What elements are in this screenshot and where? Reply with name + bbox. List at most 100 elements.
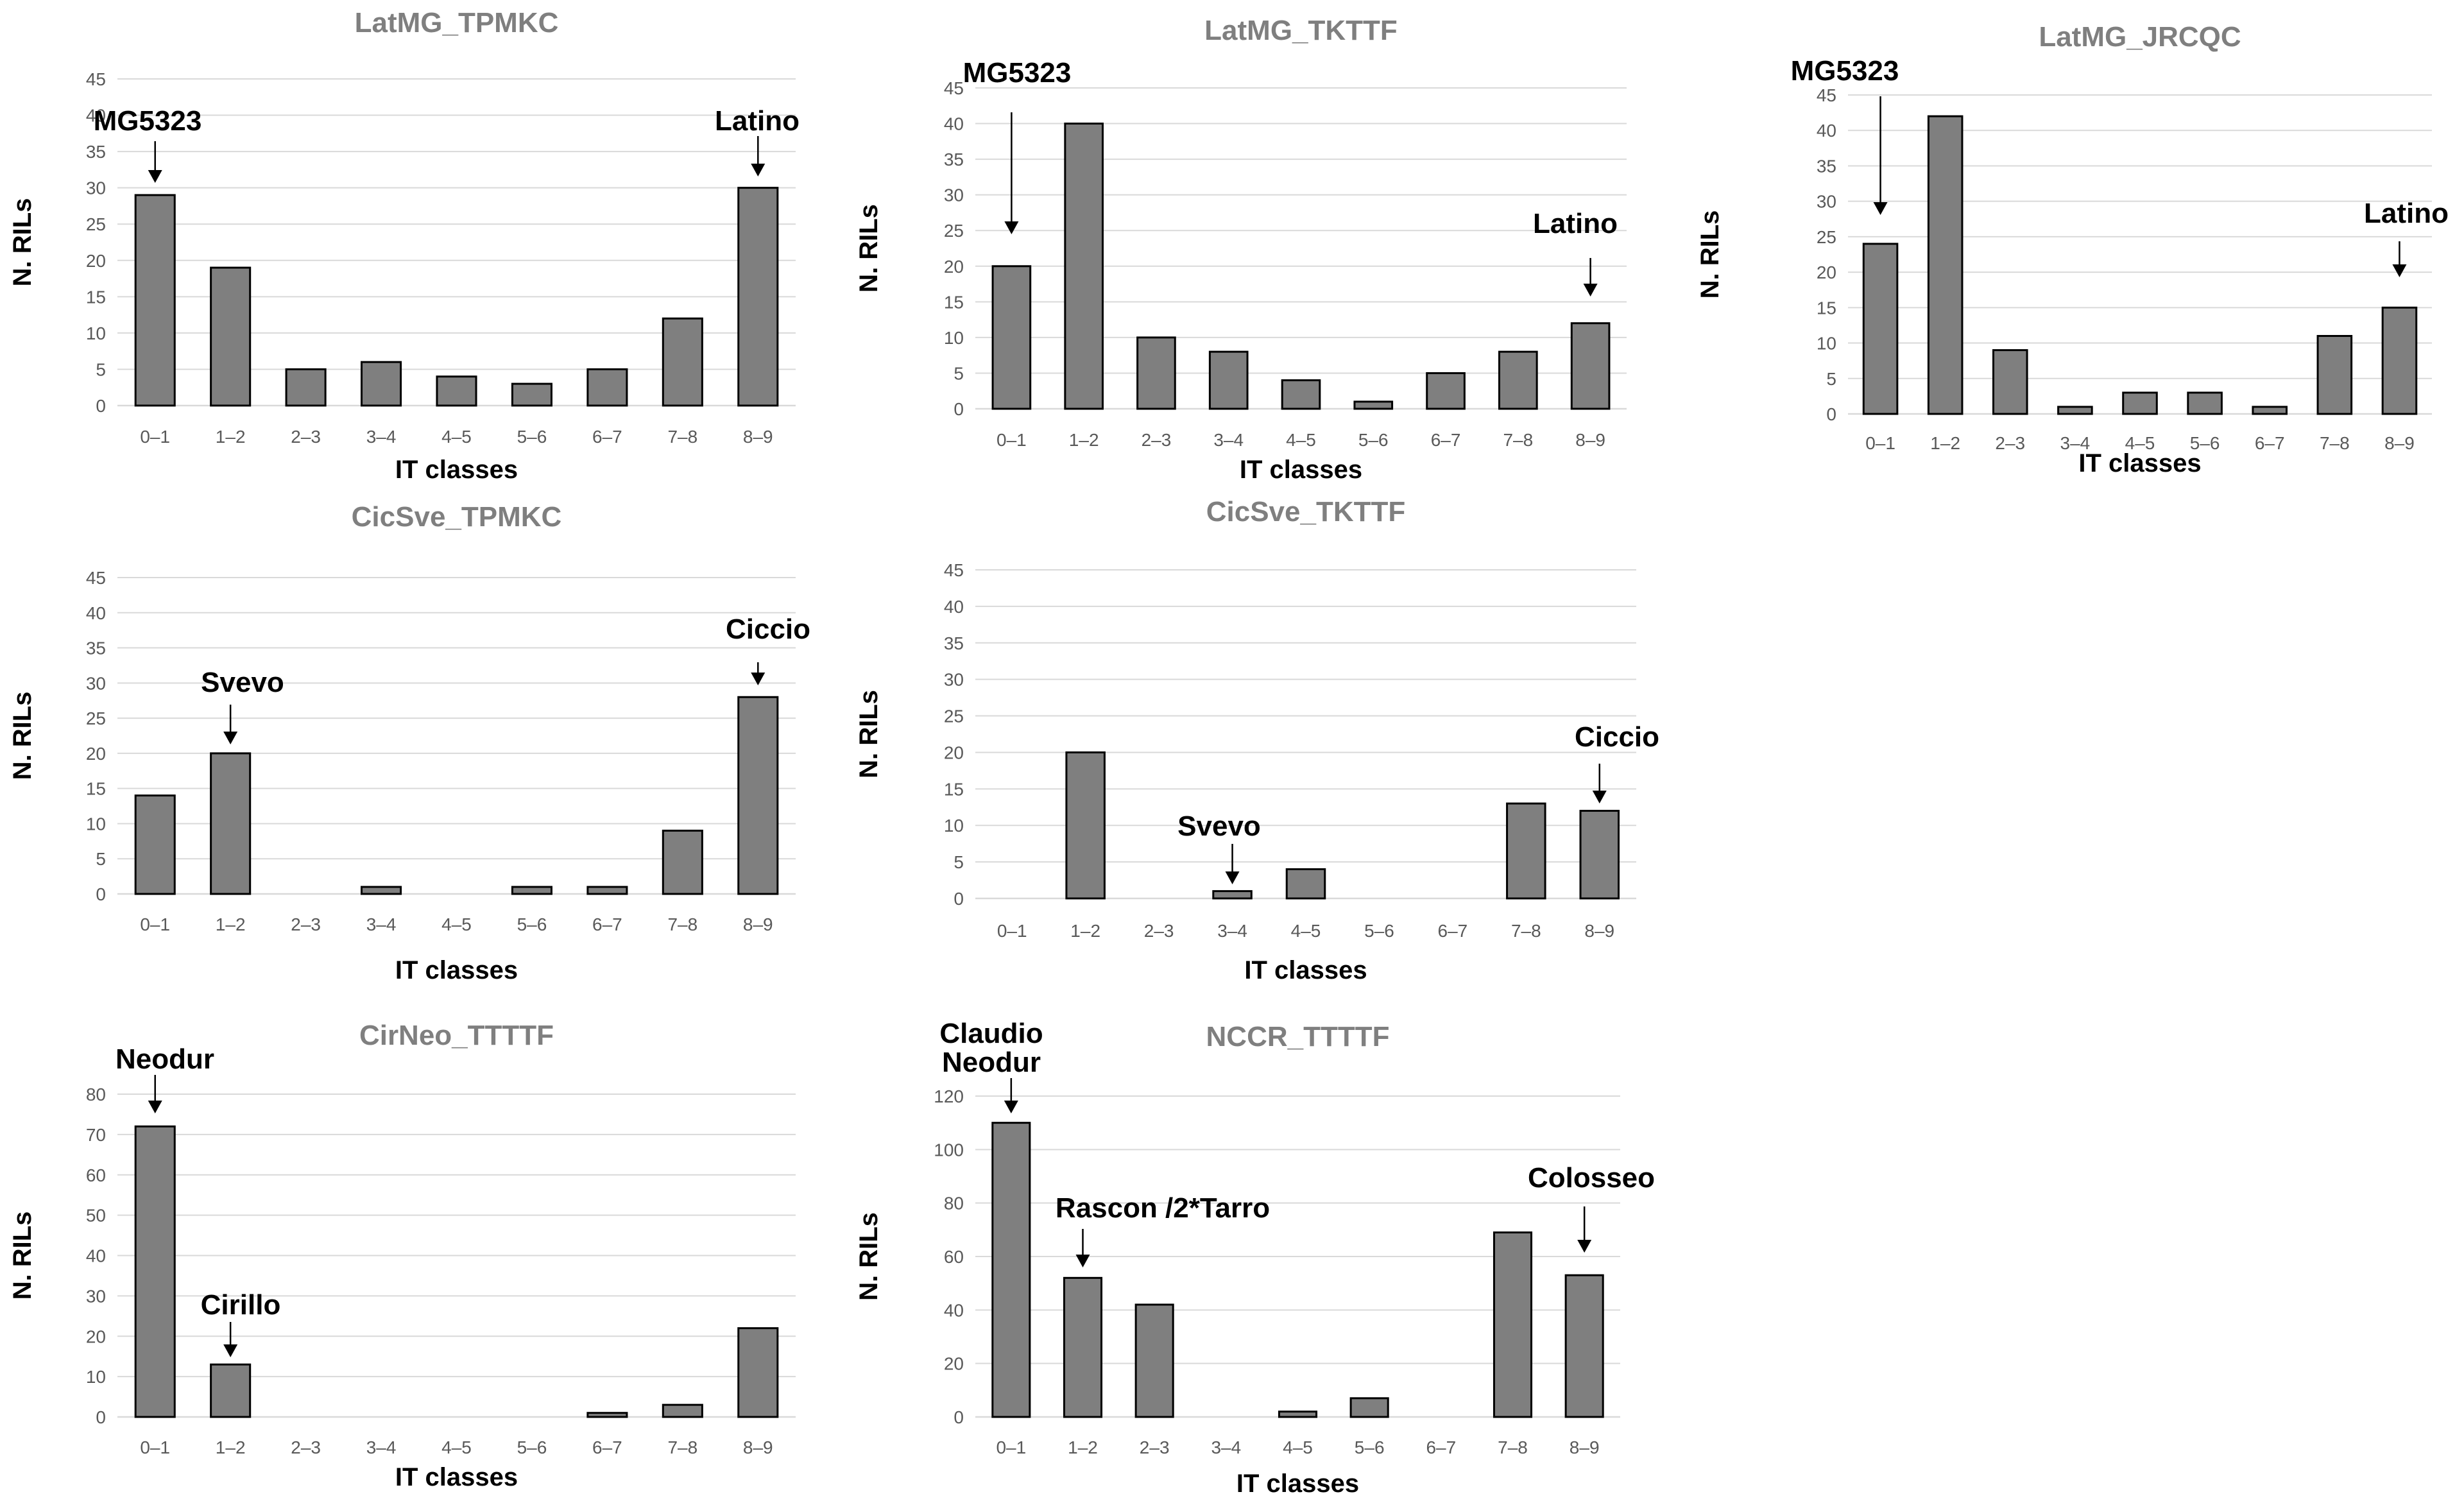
x-tick-label: 4–5 [441,427,472,447]
y-tick-label: 20 [1817,262,1836,282]
bar [210,1363,252,1418]
x-tick-label: 2–3 [1142,430,1172,450]
x-tick-label: 7–8 [667,427,697,447]
annotation-label: Neodur [116,1043,214,1075]
annotation-label: Ciccio [1575,721,1659,753]
bar [2381,306,2418,415]
arrowhead-icon [223,1344,238,1357]
x-tick-label: 5–6 [517,914,547,934]
y-tick-label: 40 [944,1300,964,1320]
x-tick-label: 1–2 [216,427,246,447]
bar [1927,115,1964,415]
y-tick-label: 5 [96,359,106,379]
arrowhead-icon [2392,264,2407,277]
y-tick-label: 15 [86,779,106,799]
bar [511,886,552,895]
y-tick-label: 20 [86,744,106,764]
chart-title: CicSve_TPMKC [352,501,562,533]
bar [1506,802,1546,900]
y-tick-label: 40 [1817,121,1836,141]
x-tick-label: 6–7 [2255,433,2285,453]
bar [210,752,252,895]
y-axis-title: N. RILs [855,204,883,293]
bar [1285,868,1326,900]
y-tick-label: 20 [86,251,106,271]
y-tick-label: 15 [86,287,106,307]
y-tick-label: 25 [1817,227,1836,247]
bar [2316,335,2353,415]
x-tick-label: 5–6 [1358,430,1389,450]
y-tick-label: 15 [1817,298,1836,318]
y-tick-label: 35 [86,142,106,162]
arrowhead-icon [1075,1255,1090,1267]
y-tick-label: 70 [86,1125,106,1145]
bar [1570,322,1611,410]
bar [737,187,779,407]
x-tick-label: 6–7 [1426,1437,1456,1457]
arrowhead-icon [751,673,766,685]
bar [1208,350,1249,410]
y-tick-label: 25 [86,708,106,728]
arrowhead-icon [1592,791,1607,803]
x-axis-title: IT classes [395,1463,518,1491]
x-tick-label: 2–3 [1995,433,2025,453]
bar [134,194,176,407]
bar [1579,809,1620,900]
arrowhead-icon [1577,1240,1592,1253]
arrowhead-icon [148,170,162,183]
y-tick-label: 10 [1817,334,1836,354]
y-axis-title: N. RILs [855,690,883,778]
x-tick-label: 0–1 [140,427,170,447]
chart-panel-1: LatMG_TPMKC 0 5 10 15 20 25 30 35 40 45 0–1 1–2 2–3 3–… [8,7,800,484]
y-tick-label: 40 [86,106,106,126]
bar [134,1125,176,1418]
chart-title: NCCR_TTTTF [1206,1021,1390,1052]
arrowhead-icon [1225,871,1240,884]
y-axis-title: N. RILs [855,1212,883,1301]
x-axis-title: IT classes [1236,1470,1359,1498]
chart-title: CicSve_TKTTF [1206,496,1406,527]
x-tick-label: 6–7 [1431,430,1461,450]
bar [436,375,477,407]
bar [1862,243,1899,415]
y-tick-label: 40 [944,597,964,617]
bar [1065,751,1106,900]
bar [1063,1276,1103,1418]
x-tick-label: 2–3 [291,427,321,447]
bar [361,361,402,407]
annotation-label: Latino [2364,198,2449,229]
x-tick-label: 0–1 [140,914,170,934]
x-tick-label: 6–7 [1438,921,1468,941]
x-tick-label: 5–6 [2190,433,2220,453]
bar [1212,890,1253,900]
bar [662,829,703,895]
x-tick-label: 1–2 [1068,1437,1098,1457]
annotation-label: Cirillo [201,1289,281,1321]
bar [586,368,628,407]
x-tick-label: 0–1 [140,1437,170,1457]
x-tick-label: 5–6 [1355,1437,1385,1457]
x-tick-label: 4–5 [1291,921,1321,941]
x-tick-label: 1–2 [1930,433,1960,453]
y-tick-label: 80 [86,1085,106,1104]
y-tick-label: 40 [86,1246,106,1266]
y-tick-label: 20 [86,1326,106,1346]
x-axis-title: IT classes [1240,456,1362,484]
y-tick-label: 0 [96,396,106,416]
y-tick-label: 40 [86,603,106,623]
x-tick-label: 8–9 [1584,921,1614,941]
y-tick-label: 5 [96,849,106,869]
y-tick-label: 10 [86,323,106,343]
x-tick-label: 1–2 [216,914,246,934]
y-tick-label: 45 [86,568,106,588]
y-tick-label: 45 [944,560,964,580]
y-axis-title: N. RILs [1696,210,1724,299]
y-tick-label: 0 [96,884,106,904]
bar [210,266,252,407]
y-tick-label: 5 [954,852,964,872]
x-tick-label: 8–9 [743,914,773,934]
bar [1353,400,1394,410]
bar [1134,1303,1174,1418]
y-tick-label: 45 [86,69,106,89]
y-tick-label: 30 [86,673,106,693]
